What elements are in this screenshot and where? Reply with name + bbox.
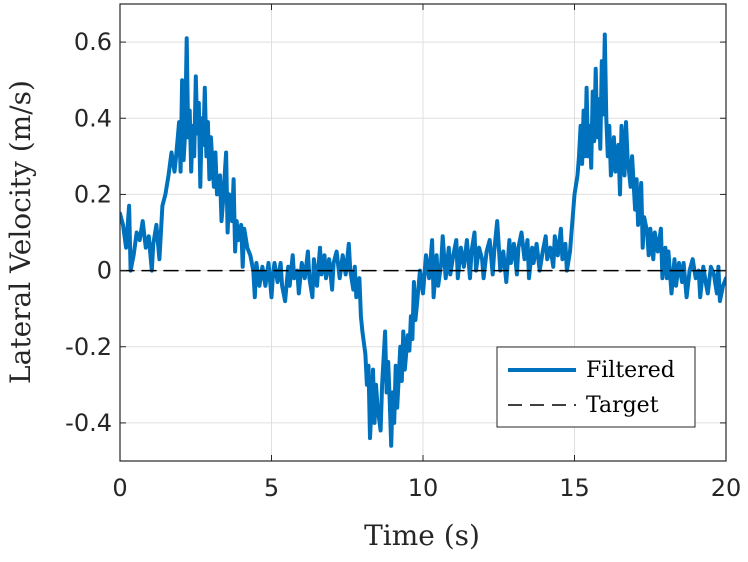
y-tick-label: 0.2 bbox=[74, 180, 112, 208]
x-tick-label: 0 bbox=[112, 474, 127, 502]
y-tick-label: -0.4 bbox=[65, 409, 112, 437]
legend-label-target: Target bbox=[586, 393, 659, 418]
legend: Filtered Target bbox=[496, 346, 696, 428]
y-tick-label: -0.2 bbox=[65, 333, 112, 361]
tick-marks bbox=[119, 4, 727, 461]
x-axis-title: Time (s) bbox=[364, 519, 480, 552]
legend-label-filtered: Filtered bbox=[586, 358, 675, 383]
x-tick-label: 15 bbox=[559, 474, 590, 502]
x-tick-label: 10 bbox=[408, 474, 439, 502]
x-tick-label: 5 bbox=[264, 474, 279, 502]
series-layer bbox=[120, 32, 726, 448]
tick-labels: 0 5 10 15 20 -0.4 -0.2 0 0.2 0.4 0.6 bbox=[65, 28, 741, 502]
y-axis-title: Lateral Velocity (m/s) bbox=[4, 80, 37, 384]
y-tick-label: 0.6 bbox=[74, 28, 112, 56]
y-tick-label: 0.4 bbox=[74, 104, 112, 132]
x-tick-label: 20 bbox=[711, 474, 742, 502]
series-line-filtered bbox=[120, 32, 726, 448]
y-tick-label: 0 bbox=[97, 257, 112, 285]
legend-box bbox=[496, 346, 696, 428]
